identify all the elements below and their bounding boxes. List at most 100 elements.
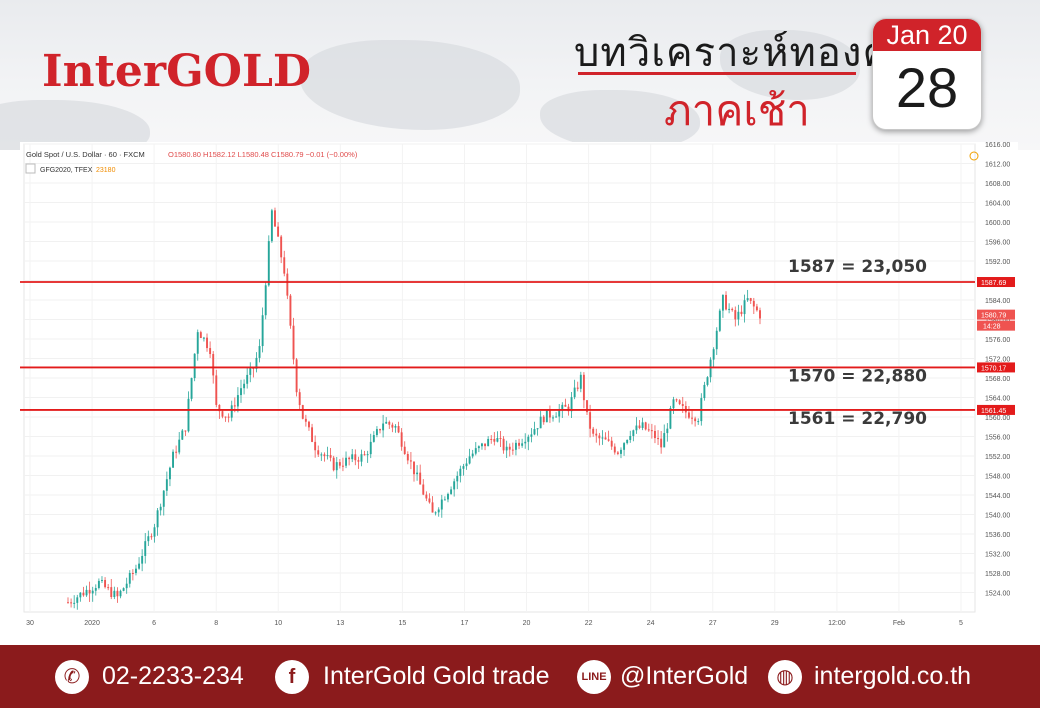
level-axis-label: 1570.17 [981,365,1006,372]
candle-body [678,400,681,405]
candle-body [589,412,592,429]
candle-body [709,359,712,378]
candle-body [348,457,351,460]
indicator-label: GFG2020, TFEX [40,167,93,174]
collapse-icon [25,163,36,174]
candle-body [654,430,656,439]
candle-body [73,602,76,604]
candle-body [413,461,415,475]
candle-body [579,374,582,389]
candle-body [428,498,431,503]
candle-body [351,454,354,460]
candle-body [101,579,103,581]
candle-body [598,435,601,439]
header-background [0,0,1040,150]
candle-body [437,509,440,513]
candle-body [270,210,273,242]
x-tick-label: 8 [214,620,218,627]
candle-body [620,449,622,454]
footer-website[interactable]: intergold.co.th [814,662,972,690]
candle-body [144,541,147,556]
candle-body [335,462,338,471]
level-axis-label: 1587.69 [981,280,1006,287]
candle-body [375,429,378,436]
y-tick-label: 1572.00 [985,357,1010,364]
candle-body [196,332,199,354]
candle-body [91,590,94,594]
candle-body [453,481,456,490]
candle-body [162,490,165,507]
candle-body [545,410,548,423]
candle-body [752,300,755,307]
candle-body [403,446,406,455]
candle-body [314,441,317,451]
candle-body [233,405,236,407]
candle-body [431,502,434,513]
candle-body [725,294,727,310]
candle-body [586,400,588,413]
candle-body [138,563,141,569]
candle-body [363,454,366,456]
candle-body [153,527,156,537]
candle-body [258,346,261,358]
candle-body [456,475,459,482]
footer-phone[interactable]: 02-2233-234 [102,662,244,690]
line-icon: LINE [577,660,611,694]
candle-body [493,438,496,442]
y-tick-label: 1568.00 [985,376,1010,383]
candle-body [110,587,113,598]
candle-body [409,460,412,462]
candle-body [369,441,372,455]
candle-body [663,433,666,448]
globe-icon: ◍ [768,660,802,694]
candle-body [255,357,258,369]
candle-body [125,583,128,589]
candle-body [394,426,397,428]
calendar-icon: Jan 20 28 [872,18,982,130]
y-tick-label: 1604.00 [985,201,1010,208]
candle-body [107,587,110,589]
candle-body [604,437,607,440]
candle-body [264,285,267,316]
candle-body [737,311,740,320]
candle-body [548,410,551,418]
candle-body [728,308,731,310]
candle-body [382,423,385,431]
y-tick-label: 1616.00 [985,142,1010,149]
candle-body [539,416,542,429]
candle-body [243,383,246,389]
candle-body [76,597,79,603]
candle-body [240,388,242,396]
footer-facebook[interactable]: InterGold Gold trade [323,662,550,690]
candle-body [159,506,162,511]
candle-body [505,446,508,451]
price-chart: 1616.00 1612.00 1608.00 1604.00 1600.00 1596.… [20,142,1018,630]
candle-body [746,298,749,301]
candle-body [317,450,320,455]
candle-body [490,438,493,440]
footer-line[interactable]: @InterGold [620,662,749,690]
candle-body [508,446,511,450]
candle-body [669,408,672,429]
candle-body [450,489,453,494]
candle-body [141,555,144,564]
candle-body [527,436,530,442]
candle-body [308,421,310,428]
level-axis-tag [977,277,1015,288]
candle-body [675,399,678,401]
candle-body [70,602,73,604]
candle-body [484,443,487,447]
candle-body [749,298,752,301]
candle-body [647,429,650,431]
y-tick-label: 1584.00 [985,298,1010,305]
candle-body [533,429,536,435]
candle-body [706,377,709,385]
candle-body [212,354,215,376]
candle-body [379,429,381,431]
candle-body [338,462,341,466]
alert-icon [969,151,979,161]
candle-body [202,337,205,339]
level-axis-tag [977,404,1015,415]
candle-body [573,387,576,398]
candle-body [582,374,585,401]
